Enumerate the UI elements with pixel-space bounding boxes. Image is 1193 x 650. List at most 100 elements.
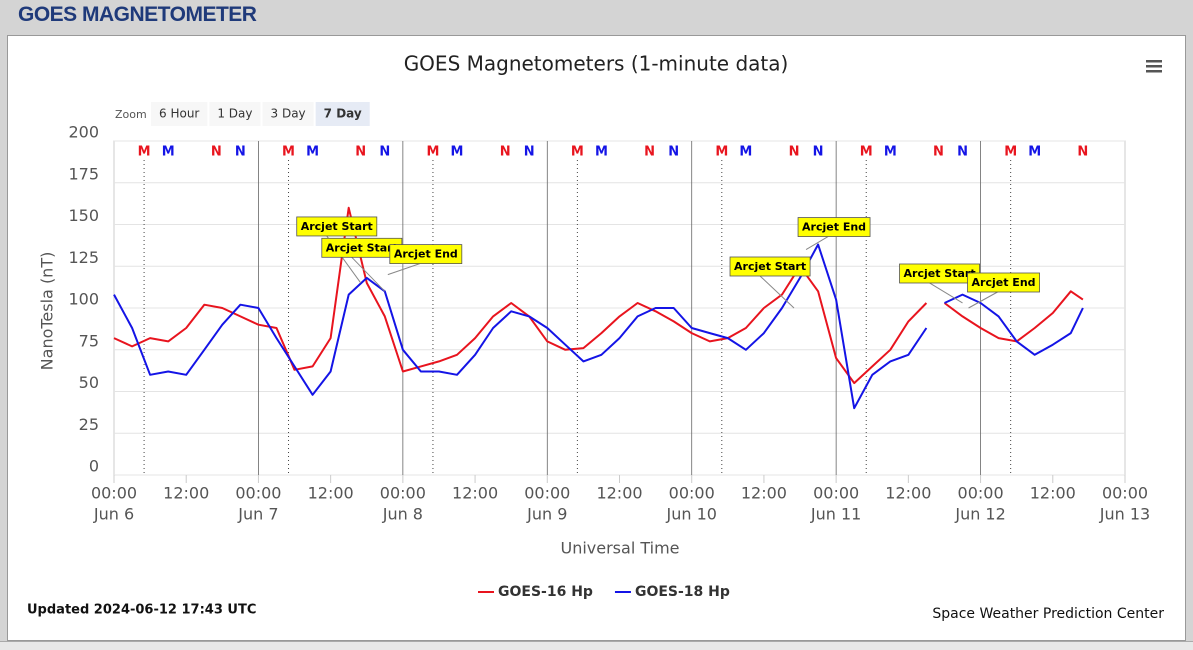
y-tick-label: 125 <box>68 248 99 267</box>
marker-label: N <box>668 145 679 160</box>
annotation-box <box>389 244 463 265</box>
y-tick-label: 0 <box>89 457 99 476</box>
marker-label: N <box>379 145 390 160</box>
marker-label: N <box>355 145 366 160</box>
marker-label: M <box>426 145 439 160</box>
annotation-box <box>729 256 811 277</box>
annotation-box <box>296 216 378 237</box>
x-tick-label: 00:00 <box>958 484 1004 503</box>
x-tick-label: 12:00 <box>741 484 787 503</box>
marker-label: M <box>571 145 584 160</box>
annotation-pointer <box>351 256 386 292</box>
marker-label: M <box>138 145 151 160</box>
series-line <box>113 243 1084 410</box>
y-tick-label: 150 <box>68 206 99 225</box>
marker-label: M <box>884 145 897 160</box>
marker-label: N <box>933 145 944 160</box>
zoom-button[interactable]: 3 Day <box>262 102 314 126</box>
annotation-label: Arcjet Start <box>904 267 976 280</box>
legend-label: GOES-18 Hp <box>635 584 730 600</box>
marker-label: M <box>306 145 319 160</box>
marker-label: M <box>739 145 752 160</box>
zoom-button-bg <box>262 102 314 126</box>
chart-title: GOES Magnetometers (1-minute data) <box>404 52 789 76</box>
zoom-button-bg <box>209 102 261 126</box>
updated-note: Updated 2024-06-12 17:43 UTC <box>27 603 256 618</box>
x-tick-label: Jun 10 <box>665 505 716 524</box>
x-tick-label: Jun 9 <box>526 505 567 524</box>
credit: Space Weather Prediction Center <box>932 606 1164 622</box>
marker-label: M <box>595 145 608 160</box>
x-tick-label: 00:00 <box>669 484 715 503</box>
annotation-pointer <box>387 263 420 276</box>
y-axis-title: NanoTesla (nT) <box>38 252 57 371</box>
x-tick-label: 00:00 <box>524 484 570 503</box>
annotation-label: Arcjet Start <box>734 260 806 273</box>
zoom-button-label: 1 Day <box>217 107 252 121</box>
marker-label: N <box>211 145 222 160</box>
marker-label: M <box>162 145 175 160</box>
annotation-label: Arcjet End <box>802 221 866 234</box>
zoom-button[interactable]: 6 Hour <box>151 102 208 126</box>
marker-label: N <box>1077 145 1088 160</box>
x-tick-label: 12:00 <box>163 484 209 503</box>
legend-label: GOES-16 Hp <box>498 584 593 600</box>
annotation-label: Arcjet End <box>972 276 1036 289</box>
y-tick-label: 200 <box>68 123 99 142</box>
marker-label: M <box>282 145 295 160</box>
marker-label: N <box>524 145 535 160</box>
annotation-box <box>967 272 1040 293</box>
x-tick-label: Jun 13 <box>1099 505 1150 524</box>
marker-label: N <box>644 145 655 160</box>
zoom-button-label: 3 Day <box>271 107 306 121</box>
marker-label: N <box>789 145 800 160</box>
x-tick-label: 12:00 <box>452 484 498 503</box>
y-tick-label: 25 <box>79 415 99 434</box>
zoom-button[interactable]: 7 Day <box>315 102 370 126</box>
annotation-pointer <box>805 236 829 250</box>
annotation-box <box>797 217 871 237</box>
annotation-label: Arcjet End <box>394 248 458 261</box>
marker-label: M <box>1004 145 1017 160</box>
x-tick-label: 12:00 <box>885 484 931 503</box>
y-tick-label: 50 <box>79 373 99 392</box>
annotation-pointer <box>968 291 998 309</box>
x-tick-label: 00:00 <box>380 484 426 503</box>
marker-label: M <box>715 145 728 160</box>
x-tick-label: Jun 8 <box>382 505 423 524</box>
annotation-pointer <box>929 282 963 304</box>
x-tick-label: Jun 6 <box>93 505 134 524</box>
zoom-button-bg <box>315 102 370 126</box>
header: GOES MAGNETOMETER <box>0 0 1193 33</box>
x-tick-label: Jun 11 <box>810 505 861 524</box>
x-tick-label: 00:00 <box>813 484 859 503</box>
x-tick-label: 00:00 <box>1102 484 1148 503</box>
y-tick-label: 175 <box>68 164 99 183</box>
x-tick-label: 00:00 <box>91 484 137 503</box>
x-tick-label: Jun 12 <box>954 505 1005 524</box>
zoom-label: Zoom <box>115 108 147 121</box>
menu-button[interactable] <box>1146 60 1162 73</box>
x-tick-label: 12:00 <box>1030 484 1076 503</box>
x-tick-label: 12:00 <box>596 484 642 503</box>
annotation-pointer <box>759 275 795 309</box>
zoom-button-bg <box>151 102 208 126</box>
marker-label: M <box>860 145 873 160</box>
x-tick-label: 12:00 <box>308 484 354 503</box>
marker-label: N <box>813 145 824 160</box>
y-tick-label: 100 <box>68 290 99 309</box>
x-axis-title: Universal Time <box>560 539 679 558</box>
zoom-button-label: 7 Day <box>324 107 362 121</box>
annotation-label: Arcjet Start <box>301 220 373 233</box>
marker-label: N <box>957 145 968 160</box>
zoom-button-label: 6 Hour <box>159 107 199 121</box>
annotation-label: Arcjet Start <box>326 241 398 254</box>
marker-label: N <box>235 145 246 160</box>
x-tick-label: 00:00 <box>235 484 281 503</box>
tab-bar <box>0 641 1193 650</box>
marker-label: M <box>451 145 464 160</box>
zoom-button[interactable]: 1 Day <box>209 102 261 126</box>
marker-label: N <box>500 145 511 160</box>
